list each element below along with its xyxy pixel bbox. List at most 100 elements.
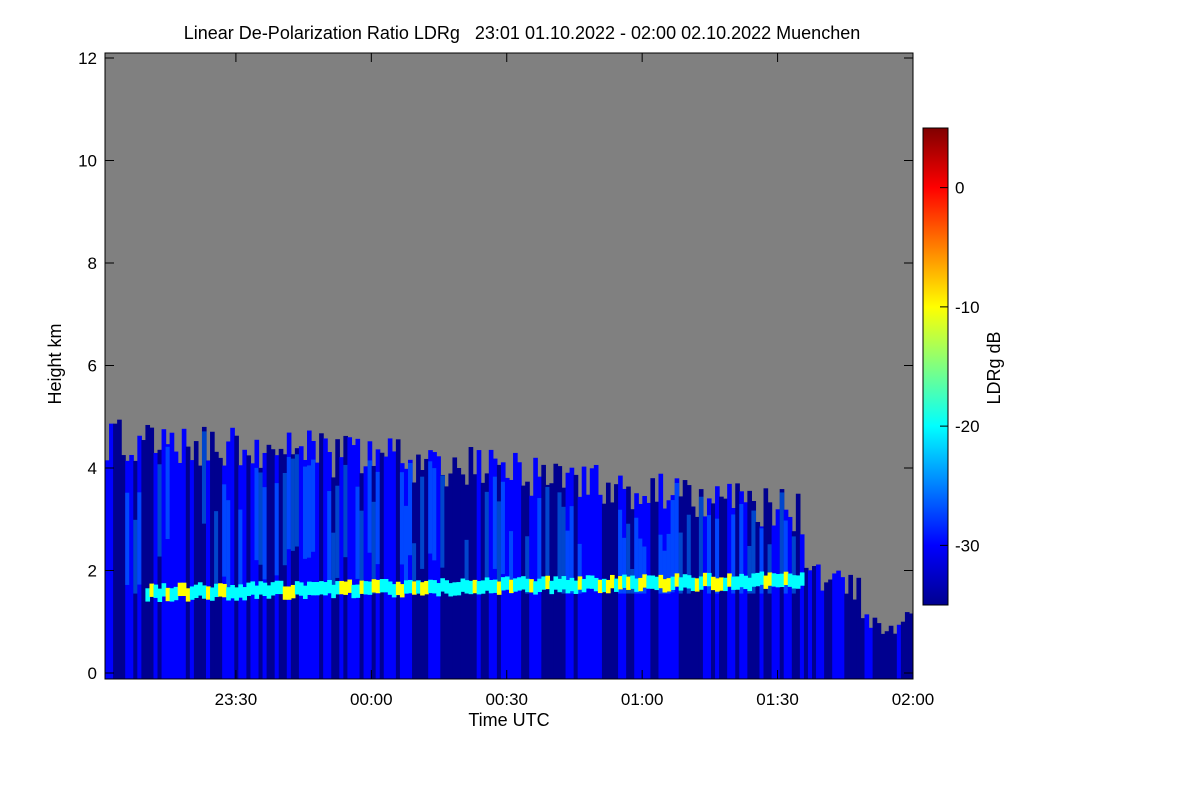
melting-layer-segment <box>618 576 623 590</box>
melting-layer-segment <box>468 580 474 595</box>
melting-layer-segment <box>238 584 243 598</box>
melting-layer-segment <box>739 573 744 588</box>
heatmap-column <box>387 438 393 679</box>
heatmap-column <box>468 447 474 679</box>
heatmap-column <box>315 462 320 679</box>
heatmap-column <box>193 441 199 679</box>
melting-layer-segment <box>561 576 567 590</box>
melting-layer-segment <box>189 586 195 600</box>
heatmap-streak <box>282 472 288 566</box>
heatmap-column <box>149 427 155 679</box>
melting-layer-segment <box>286 586 292 600</box>
heatmap-column <box>872 617 878 679</box>
heatmap-column <box>399 463 405 679</box>
melting-layer-segment <box>246 582 252 596</box>
heatmap-column <box>803 567 809 679</box>
heatmap-column <box>347 437 353 679</box>
heatmap-streak <box>577 543 583 594</box>
heatmap-streak <box>399 472 405 565</box>
colorbar-axis: 0 -10 -20 -30 <box>940 179 980 555</box>
melting-layer-segment <box>735 576 740 590</box>
melting-layer-segment <box>355 584 361 598</box>
heatmap-column <box>812 566 817 679</box>
melting-layer-segment <box>557 578 563 593</box>
colorbar-title: LDRg dB <box>984 331 1004 404</box>
heatmap-column <box>181 428 187 679</box>
melting-layer-segment <box>157 588 163 602</box>
heatmap-column <box>896 624 902 679</box>
melting-layer-segment <box>601 578 607 593</box>
melting-layer-segment <box>371 579 377 593</box>
melting-layer-segment <box>747 577 752 592</box>
heatmap-column <box>844 593 849 679</box>
heatmap-column <box>121 455 126 679</box>
colorbar-tick-label: -10 <box>955 298 980 317</box>
heatmap-column <box>416 454 421 679</box>
heatmap-streak <box>783 520 789 594</box>
heatmap-column <box>185 446 191 679</box>
y-tick-label: 8 <box>88 254 97 273</box>
heatmap-column <box>323 438 328 679</box>
melting-layer-segment <box>492 579 498 593</box>
melting-layer-segment <box>323 582 328 596</box>
y-axis-title: Height km <box>45 323 65 404</box>
melting-layer-segment <box>476 581 482 595</box>
melting-layer-segment <box>545 575 550 590</box>
melting-layer-segment <box>274 580 280 595</box>
melting-layer-segment <box>197 582 203 596</box>
heatmap-column <box>189 460 195 679</box>
heatmap-column <box>573 474 579 679</box>
heatmap-streak <box>492 476 498 569</box>
heatmap-streak <box>686 514 692 594</box>
heatmap-streak <box>165 446 171 540</box>
x-tick-label: 00:00 <box>350 690 393 709</box>
melting-layer-segment <box>791 575 797 589</box>
melting-layer-segment <box>218 583 223 597</box>
melting-layer-segment <box>282 586 288 600</box>
melting-layer-segment <box>448 583 454 597</box>
heatmap-streak <box>525 536 530 594</box>
melting-layer-segment <box>646 575 651 589</box>
heatmap-column <box>246 455 252 679</box>
melting-layer-segment <box>529 579 534 593</box>
melting-layer-segment <box>626 576 631 590</box>
y-axis: 0 2 4 6 8 10 12 <box>78 49 913 683</box>
melting-layer-segment <box>169 588 175 602</box>
x-axis: 23:30 00:00 00:30 01:00 01:30 02:00 <box>215 53 934 709</box>
heatmap <box>105 419 913 679</box>
heatmap-streak <box>133 519 138 594</box>
melting-layer-segment <box>181 582 187 596</box>
melting-layer-segment <box>569 577 575 592</box>
heatmap-column <box>339 457 344 679</box>
melting-layer-segment <box>424 580 429 595</box>
heatmap-streak <box>125 492 130 585</box>
heatmap-column <box>702 516 708 679</box>
heatmap-column <box>743 502 748 679</box>
melting-layer-segment <box>173 586 179 601</box>
melting-layer-segment <box>686 575 692 589</box>
melting-layer-segment <box>307 581 312 595</box>
heatmap-streak <box>258 472 264 565</box>
heatmap-streak <box>359 510 365 594</box>
y-tick-label: 6 <box>88 357 97 376</box>
melting-layer-segment <box>278 580 284 595</box>
melting-layer-segment <box>565 580 571 594</box>
heatmap-streak <box>302 466 308 559</box>
melting-layer-segment <box>509 579 514 594</box>
heatmap-streak <box>500 481 506 575</box>
heatmap-column <box>113 423 118 679</box>
melting-layer-segment <box>480 580 486 594</box>
melting-layer-segment <box>513 578 518 592</box>
melting-layer-segment <box>145 588 151 602</box>
heatmap-streak <box>214 511 219 594</box>
melting-layer-segment <box>339 580 344 595</box>
melting-layer-segment <box>250 581 256 595</box>
x-tick-label: 01:00 <box>621 690 664 709</box>
melting-layer-segment <box>391 584 397 598</box>
melting-layer-segment <box>577 576 583 590</box>
melting-layer-segment <box>408 579 413 594</box>
melting-layer-segment <box>456 582 462 596</box>
heatmap-streak <box>626 523 631 594</box>
melting-layer-segment <box>715 578 720 592</box>
melting-layer-segment <box>553 576 559 590</box>
